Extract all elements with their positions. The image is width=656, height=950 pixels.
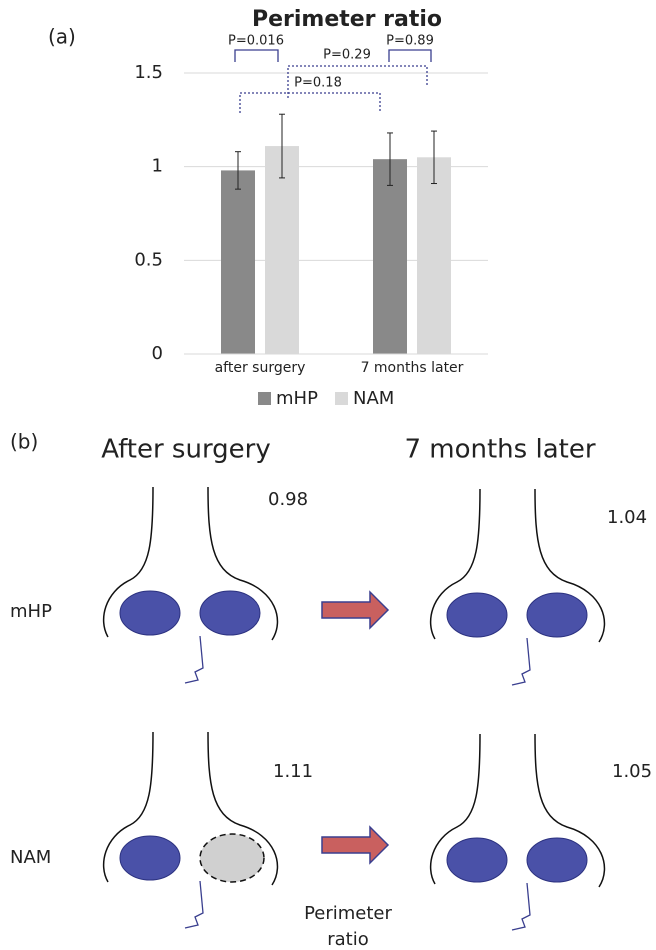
nose [431, 489, 605, 685]
bar [221, 170, 255, 354]
nose [431, 734, 605, 930]
column-header: 7 months later [404, 435, 595, 465]
row-label: NAM [10, 847, 51, 868]
x-tick-label: after surgery [215, 360, 306, 376]
panel-label: (a) [48, 25, 76, 49]
nose [104, 732, 278, 928]
y-tick-label: 1 [152, 156, 163, 177]
panel-label: (b) [10, 430, 38, 454]
ratio-value: 1.11 [273, 761, 313, 782]
chart-title: Perimeter ratio [252, 7, 442, 32]
caption: Perimeter [304, 903, 392, 924]
significance-bracket [240, 93, 380, 113]
ratio-value: 0.98 [268, 489, 308, 510]
figure: (a) Perimeter ratio 0 0.5 1 1.5 after surger… [0, 0, 656, 950]
p-value: P=0.89 [386, 34, 434, 49]
arrow [322, 592, 388, 628]
chart: 0 0.5 1 1.5 after surgery 7 months later mHP NA… [134, 34, 488, 410]
bar [417, 157, 451, 354]
p-value: P=0.29 [323, 48, 371, 63]
ratio-value: 1.04 [607, 507, 647, 528]
legend-label: mHP [276, 388, 318, 409]
significance-bracket [389, 50, 431, 62]
bar [373, 159, 407, 354]
y-tick-label: 0 [152, 343, 163, 364]
nose [104, 487, 278, 683]
legend-swatch [335, 392, 348, 405]
significance-bracket [235, 50, 278, 62]
p-value: P=0.016 [228, 34, 284, 49]
legend-swatch [258, 392, 271, 405]
column-header: After surgery [101, 435, 271, 465]
p-value: P=0.18 [294, 76, 342, 91]
y-tick-label: 0.5 [134, 249, 163, 270]
legend-label: NAM [353, 388, 394, 409]
ratio-value: 1.05 [612, 761, 652, 782]
row-label: mHP [10, 601, 52, 622]
y-tick-label: 1.5 [134, 62, 163, 83]
arrow [322, 827, 388, 863]
x-tick-label: 7 months later [361, 360, 464, 376]
caption: ratio [327, 929, 369, 950]
